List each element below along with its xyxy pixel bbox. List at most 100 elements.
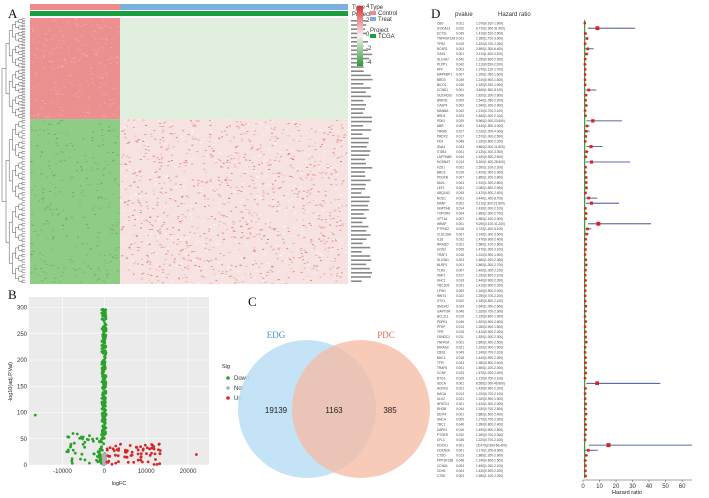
- heat-cell: [154, 252, 157, 254]
- heat-cell: [329, 131, 332, 133]
- heat-cell: [109, 26, 112, 28]
- heat-cell: [265, 126, 268, 128]
- heat-cell: [267, 128, 270, 130]
- heat-cell: [303, 237, 306, 239]
- heat-cell: [340, 272, 343, 274]
- heat-cell: [114, 142, 117, 144]
- forest-gene-label: NLRP1: [437, 263, 448, 267]
- heat-cell: [222, 188, 225, 189]
- forest-hr-marker: [606, 443, 611, 448]
- heat-cell: [67, 20, 70, 22]
- heatmap-gene-label: [351, 87, 371, 89]
- heat-cell: [140, 175, 143, 177]
- heat-cell: [244, 274, 247, 275]
- heat-cell: [30, 41, 33, 43]
- heat-cell: [164, 176, 167, 178]
- heat-cell: [319, 252, 322, 254]
- heat-cell: [78, 84, 81, 86]
- forest-hr-ci: 1.230(0.800-1.900): [476, 315, 503, 319]
- forest-pvalue: 0.005: [456, 248, 464, 252]
- heat-cell: [167, 206, 170, 207]
- volcano-point-up: [152, 463, 156, 466]
- heat-cell: [329, 212, 332, 214]
- heat-cell: [121, 227, 124, 229]
- heat-cell: [111, 113, 114, 115]
- heat-cell: [160, 187, 163, 189]
- forest-hr-marker: [590, 160, 594, 164]
- heat-cell: [203, 260, 206, 262]
- volcano-point-up: [150, 446, 154, 450]
- heat-cell: [292, 242, 295, 244]
- heat-cell: [169, 188, 172, 190]
- volcano-point-down: [73, 451, 77, 455]
- forest-hr-marker: [595, 26, 600, 31]
- heat-cell: [197, 182, 200, 184]
- heat-cell: [212, 149, 215, 151]
- legend-type-title: Type: [370, 5, 384, 11]
- heat-cell: [248, 273, 251, 275]
- volcano-point-down: [96, 460, 100, 464]
- heat-cell: [191, 208, 194, 210]
- heat-cell: [175, 160, 178, 162]
- forest-hr-marker: [584, 238, 587, 241]
- forest-pvalue: 0.029: [456, 119, 464, 123]
- heat-cell: [334, 258, 337, 260]
- heat-cell: [41, 280, 44, 282]
- heat-cell: [41, 92, 44, 94]
- heat-cell: [161, 131, 164, 133]
- heat-cell: [183, 161, 186, 163]
- heat-cell: [251, 144, 254, 146]
- heat-cell: [333, 169, 336, 171]
- heat-cell: [220, 282, 223, 284]
- legend-tcga-label: TCGA: [378, 34, 395, 40]
- heat-cell: [150, 275, 153, 276]
- heat-cell: [105, 270, 108, 271]
- heat-cell: [336, 239, 339, 241]
- heat-cell: [94, 84, 97, 86]
- heat-cell: [114, 142, 117, 144]
- heat-cell: [269, 164, 272, 166]
- heat-cell: [214, 273, 217, 275]
- forest-hr-ci: 1.530(1.000-2.300): [476, 335, 503, 339]
- heat-cell: [55, 142, 58, 144]
- heat-cell: [187, 163, 190, 165]
- heat-cell: [233, 277, 236, 279]
- heat-cell: [264, 253, 267, 255]
- heat-cell: [42, 100, 45, 102]
- heat-cell: [121, 157, 123, 159]
- heat-cell: [101, 38, 103, 40]
- heatmap-gene-label: [351, 116, 372, 119]
- heat-cell: [91, 78, 94, 79]
- heat-cell: [97, 164, 100, 166]
- heat-cell: [324, 219, 327, 220]
- heat-cell: [70, 79, 73, 81]
- heat-cell: [135, 215, 138, 217]
- heat-cell: [287, 207, 290, 209]
- heat-cell: [38, 129, 41, 131]
- heat-cell: [83, 34, 86, 36]
- heat-cell: [298, 167, 301, 169]
- heat-cell: [156, 240, 159, 242]
- heat-cell: [262, 195, 265, 197]
- heat-cell: [108, 206, 110, 208]
- heat-cell: [221, 241, 224, 243]
- heat-cell: [248, 237, 251, 239]
- heat-cell: [85, 178, 88, 179]
- forest-col-pvalue: pvalue: [455, 12, 473, 18]
- heat-cell: [41, 79, 44, 81]
- heat-cell: [204, 266, 207, 268]
- heat-cell: [211, 147, 214, 149]
- heat-cell: [215, 162, 218, 164]
- heat-cell: [157, 219, 160, 221]
- volcano-point-up: [145, 452, 148, 455]
- heat-cell: [65, 66, 68, 67]
- heat-cell: [336, 141, 339, 143]
- heat-cell: [133, 263, 136, 265]
- heat-cell: [266, 263, 269, 264]
- heat-cell: [32, 115, 35, 117]
- heat-cell: [199, 258, 202, 260]
- heatmap-gene-label: [351, 221, 363, 224]
- heat-cell: [113, 129, 116, 131]
- heat-cell: [284, 175, 287, 177]
- heat-cell: [58, 213, 61, 215]
